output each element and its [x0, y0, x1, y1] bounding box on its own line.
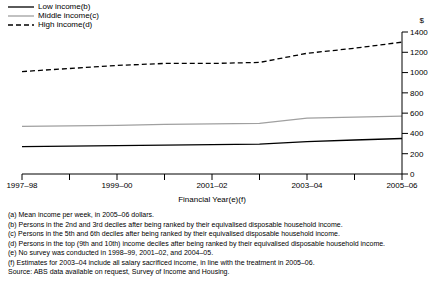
html-text:Source: ABS data available on: Source: ABS data available on request, S…	[8, 268, 230, 275]
html-text:High income(d): High income(d)	[38, 20, 93, 29]
svg-text:600: 600	[410, 109, 424, 118]
svg-text:2003–04: 2003–04	[291, 181, 323, 190]
svg-text:2001–02: 2001–02	[196, 181, 228, 190]
svg-text:Financial Year(e)(f): Financial Year(e)(f)	[178, 195, 246, 204]
html-text:(b) Persons in the 2nd and 3rd: (b) Persons in the 2nd and 3rd deciles a…	[8, 220, 343, 228]
svg-text:1200: 1200	[410, 48, 428, 57]
html-text:(f) Estimates for 2003–04 incl: (f) Estimates for 2003–04 include all sa…	[8, 258, 315, 266]
svg-text:400: 400	[410, 129, 424, 138]
html-text:Low income(b): Low income(b)	[38, 2, 91, 11]
svg-text:2005–06: 2005–06	[386, 181, 418, 190]
html-text:Middle income(c): Middle income(c)	[38, 11, 99, 20]
html-text:(d) Persons in the top (9th an: (d) Persons in the top (9th and 10th) in…	[8, 239, 386, 247]
html-text:(e) No survey was conducted in: (e) No survey was conducted in 1998–99, …	[8, 249, 214, 256]
html-text:(c) Persons in the 5th and 6th: (c) Persons in the 5th and 6th deciles a…	[8, 230, 340, 237]
svg-text:0: 0	[410, 170, 415, 179]
svg-text:800: 800	[410, 89, 424, 98]
svg-text:1000: 1000	[410, 68, 428, 77]
html-text:(a) Mean income per week, in 2: (a) Mean income per week, in 2005–06 dol…	[8, 211, 154, 218]
svg-text:1999–00: 1999–00	[101, 181, 133, 190]
svg-text:1400: 1400	[410, 28, 428, 37]
svg-text:1997–98: 1997–98	[8, 181, 38, 190]
svg-text:200: 200	[410, 150, 424, 159]
